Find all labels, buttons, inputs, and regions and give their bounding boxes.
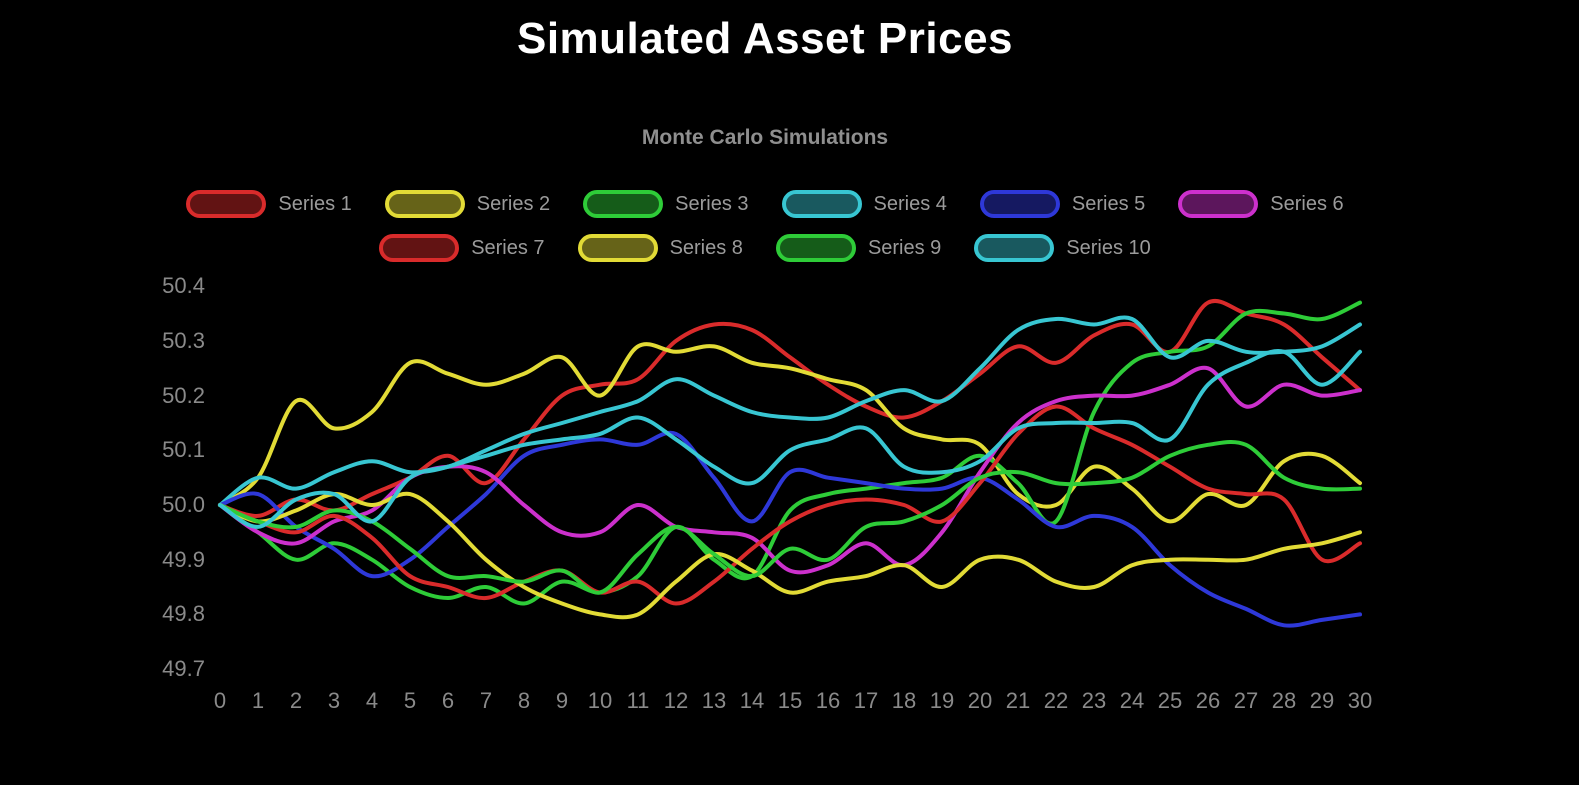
legend-swatch-icon xyxy=(781,190,862,218)
x-tick-label: 5 xyxy=(403,688,417,713)
legend-swatch-icon xyxy=(379,234,460,262)
y-tick-label: 50.1 xyxy=(162,437,205,463)
x-tick-label: 4 xyxy=(365,688,379,713)
line-series-1 xyxy=(218,299,1362,518)
y-tick-label: 49.8 xyxy=(162,601,205,627)
chart-legend: Series 1 Series 2 Series 3 Series 4 Series 5… xyxy=(0,190,1530,262)
x-tick-label: 22 xyxy=(1043,688,1069,713)
legend-label: Series 2 xyxy=(476,192,551,215)
legend-item-series-2[interactable]: Series 2 xyxy=(384,190,551,218)
legend-label: Series 10 xyxy=(1066,236,1151,259)
x-tick-label: 20 xyxy=(967,688,993,713)
x-tick-label: 17 xyxy=(853,688,879,713)
legend-label: Series 6 xyxy=(1270,192,1344,215)
x-tick-label: 18 xyxy=(891,688,917,713)
legend-label: Series 4 xyxy=(873,192,947,215)
line-series-5 xyxy=(218,430,1362,628)
x-tick-label: 12 xyxy=(663,688,689,713)
x-tick-label: 27 xyxy=(1233,688,1259,713)
y-tick-label: 49.7 xyxy=(162,656,205,682)
x-tick-label: 28 xyxy=(1271,688,1297,713)
legend-swatch-icon xyxy=(979,190,1060,218)
legend-item-series-9[interactable]: Series 9 xyxy=(775,234,942,262)
x-tick-label: 7 xyxy=(479,688,493,713)
legend-swatch-icon xyxy=(974,234,1055,262)
line-series-9 xyxy=(218,439,1362,595)
legend-swatch-icon xyxy=(775,234,856,262)
legend-label: Series 7 xyxy=(471,236,545,259)
legend-swatch-icon xyxy=(1178,190,1259,218)
x-tick-label: 3 xyxy=(327,688,341,713)
line-series-4 xyxy=(218,315,1362,507)
x-tick-label: 30 xyxy=(1347,688,1373,713)
y-tick-label: 50.3 xyxy=(162,327,205,353)
legend-item-series-1[interactable]: Series 1 xyxy=(186,190,352,218)
x-tick-label: 0 xyxy=(213,688,227,713)
x-tick-label: 9 xyxy=(555,688,569,713)
x-tick-label: 16 xyxy=(815,688,841,713)
x-tick-label: 19 xyxy=(929,688,955,713)
legend-label: Series 9 xyxy=(867,236,942,259)
legend-item-series-6[interactable]: Series 6 xyxy=(1178,190,1344,218)
legend-item-series-8[interactable]: Series 8 xyxy=(577,234,743,262)
legend-item-series-4[interactable]: Series 4 xyxy=(781,190,947,218)
legend-swatch-icon xyxy=(577,234,658,262)
legend-swatch-icon xyxy=(583,190,664,218)
x-tick-label: 15 xyxy=(777,688,803,713)
x-tick-label: 2 xyxy=(289,688,303,713)
legend-swatch-icon xyxy=(186,190,267,218)
line-series-2 xyxy=(218,342,1362,524)
y-tick-label: 49.9 xyxy=(162,546,205,572)
x-tick-label: 26 xyxy=(1195,688,1221,713)
x-tick-label: 25 xyxy=(1157,688,1183,713)
y-tick-label: 50.4 xyxy=(162,273,205,299)
x-tick-label: 10 xyxy=(587,688,613,713)
legend-row-1: Series 1 Series 2 Series 3 Series 4 Series 5… xyxy=(186,190,1344,218)
legend-swatch-icon xyxy=(384,190,465,218)
page-title: Simulated Asset Prices xyxy=(516,14,1014,63)
y-tick-label: 50.0 xyxy=(162,492,205,517)
legend-item-series-3[interactable]: Series 3 xyxy=(583,190,749,218)
legend-row-2: Series 7 Series 8 Series 9 Series 10 xyxy=(379,234,1151,262)
x-tick-label: 13 xyxy=(701,688,727,713)
x-tick-label: 1 xyxy=(251,688,265,713)
y-tick-label: 50.2 xyxy=(162,382,205,408)
legend-item-series-5[interactable]: Series 5 xyxy=(979,190,1146,218)
x-tick-label: 29 xyxy=(1309,688,1335,713)
x-tick-label: 6 xyxy=(441,688,455,713)
x-tick-label: 8 xyxy=(517,688,531,713)
legend-label: Series 8 xyxy=(669,236,743,259)
x-tick-label: 11 xyxy=(626,688,650,713)
legend-label: Series 1 xyxy=(278,192,352,215)
line-series-3 xyxy=(218,300,1362,606)
line-series-7 xyxy=(218,404,1362,606)
chart-subtitle: Monte Carlo Simulations xyxy=(641,126,889,149)
x-tick-label: 14 xyxy=(739,688,765,713)
line-series-10 xyxy=(218,349,1362,529)
x-tick-label: 21 xyxy=(1005,688,1031,713)
line-series-8 xyxy=(218,491,1362,620)
legend-item-series-10[interactable]: Series 10 xyxy=(974,234,1151,262)
x-tick-label: 24 xyxy=(1119,688,1145,713)
legend-label: Series 3 xyxy=(675,192,749,215)
legend-item-series-7[interactable]: Series 7 xyxy=(379,234,545,262)
legend-label: Series 5 xyxy=(1071,192,1146,215)
x-tick-label: 23 xyxy=(1081,688,1107,713)
